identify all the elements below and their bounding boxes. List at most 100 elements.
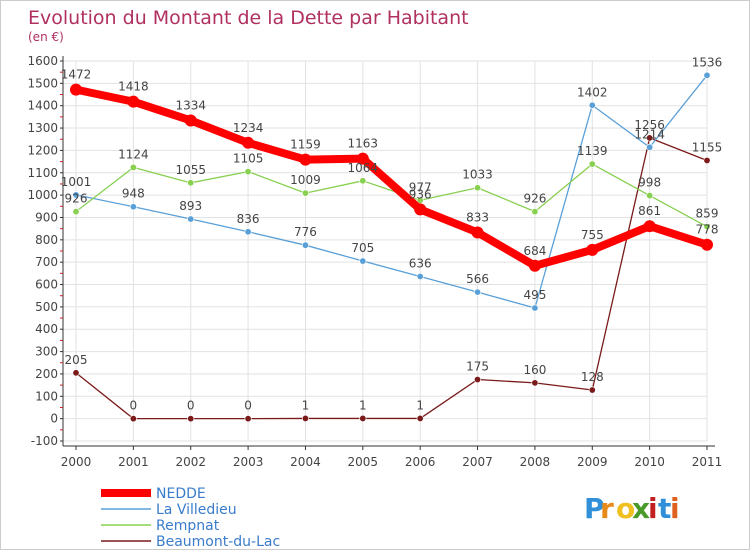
x-tick-label: 2006 <box>405 455 436 469</box>
y-tick-label: 1000 <box>27 188 58 202</box>
data-label: 1536 <box>692 55 723 69</box>
data-label: 836 <box>237 212 260 226</box>
data-label: 1124 <box>118 147 149 161</box>
y-tick-label: 900 <box>35 210 58 224</box>
data-label: 1234 <box>233 121 264 135</box>
data-label: 977 <box>409 180 432 194</box>
data-label: 1001 <box>61 175 92 189</box>
data-point <box>72 191 80 199</box>
y-tick-label: 400 <box>35 322 58 336</box>
x-tick-label: 2004 <box>290 455 321 469</box>
x-tick-label: 2000 <box>61 455 92 469</box>
brand-letter: P <box>584 492 605 525</box>
data-label: 859 <box>696 207 719 221</box>
data-point <box>242 136 255 149</box>
y-tick-label: 700 <box>35 255 58 269</box>
data-label: 1472 <box>61 68 92 82</box>
data-point <box>301 189 309 197</box>
data-label: 1418 <box>118 80 149 94</box>
x-tick-label: 2010 <box>634 455 665 469</box>
chart-title: Evolution du Montant de la Dette par Hab… <box>28 7 469 29</box>
chart-subtitle: (en €) <box>28 30 64 44</box>
y-tick-label: 200 <box>35 367 58 381</box>
data-label: 1055 <box>175 163 206 177</box>
data-label: 926 <box>523 192 546 206</box>
data-label: 128 <box>581 370 604 384</box>
data-point <box>187 415 195 423</box>
data-label: 1139 <box>577 144 608 158</box>
series-line-beaumont-du-lac <box>75 137 708 420</box>
y-tick-label: -100 <box>31 434 58 448</box>
data-point <box>646 143 654 151</box>
data-point <box>359 177 367 185</box>
brand-letter: t <box>658 492 671 525</box>
data-label: 1064 <box>348 161 379 175</box>
x-tick-label: 2003 <box>233 455 264 469</box>
data-labels: 205 0 0 0 1 1 1 175 160 128 1256 1155 1001 948 893 836 7… <box>61 55 723 412</box>
data-label: 160 <box>523 363 546 377</box>
data-point <box>531 379 539 387</box>
y-tick-label: 1400 <box>27 99 58 113</box>
y-tick-label: 1600 <box>27 54 58 68</box>
data-point <box>588 386 596 394</box>
data-label: 1 <box>302 398 310 412</box>
x-tick-label: 2001 <box>118 455 149 469</box>
data-point <box>244 168 252 176</box>
brand-letter: o <box>616 492 635 525</box>
data-point <box>244 415 252 423</box>
data-point <box>474 184 482 192</box>
data-label: 684 <box>523 244 546 258</box>
series-line-rempnat <box>75 163 708 228</box>
data-label: 1214 <box>634 127 665 141</box>
data-point <box>703 156 711 164</box>
series-line-nedde <box>72 85 711 270</box>
x-tick-label: 2011 <box>692 455 723 469</box>
data-label: 893 <box>179 199 202 213</box>
data-label: 776 <box>294 225 317 239</box>
data-point <box>416 414 424 422</box>
y-tick-label: 1200 <box>27 143 58 157</box>
data-point <box>356 152 369 165</box>
y-tick-label: 1300 <box>27 121 58 135</box>
data-label: 636 <box>409 256 432 270</box>
data-point <box>244 228 252 236</box>
data-label: 833 <box>466 210 489 224</box>
data-label: 0 <box>187 399 195 413</box>
data-label: 1256 <box>634 118 665 132</box>
data-label: 1033 <box>462 168 493 182</box>
data-label: 175 <box>466 360 489 374</box>
proxiti-logo: Pr oxi ti <box>584 492 680 525</box>
data-label: 1105 <box>233 152 264 166</box>
data-point <box>643 220 656 233</box>
data-point <box>414 203 427 216</box>
data-point <box>646 134 654 142</box>
data-point <box>703 71 711 79</box>
data-label: 861 <box>638 204 661 218</box>
y-tick-label: 500 <box>35 300 58 314</box>
data-label: 1155 <box>692 140 723 154</box>
data-point <box>703 223 711 231</box>
x-tick-label: 2009 <box>577 455 608 469</box>
y-tick-label: 1500 <box>27 76 58 90</box>
data-point <box>129 163 137 171</box>
data-point <box>646 192 654 200</box>
data-point <box>471 226 484 239</box>
data-point <box>72 369 80 377</box>
data-label: 755 <box>581 228 604 242</box>
legend-label: Beaumont-du-Lac <box>156 534 280 550</box>
data-point <box>127 95 140 108</box>
data-label: 936 <box>409 187 432 201</box>
y-tick-label: 600 <box>35 278 58 292</box>
y-tick-label: 100 <box>35 389 58 403</box>
data-label: 1 <box>416 398 424 412</box>
data-label: 495 <box>523 288 546 302</box>
data-label: 1402 <box>577 85 608 99</box>
x-tick-label: 2007 <box>462 455 493 469</box>
legend-label: NEDDE <box>156 486 206 502</box>
data-label: 705 <box>351 241 374 255</box>
x-tick-label: 2008 <box>520 455 551 469</box>
data-point <box>70 83 82 96</box>
data-point <box>701 238 713 251</box>
